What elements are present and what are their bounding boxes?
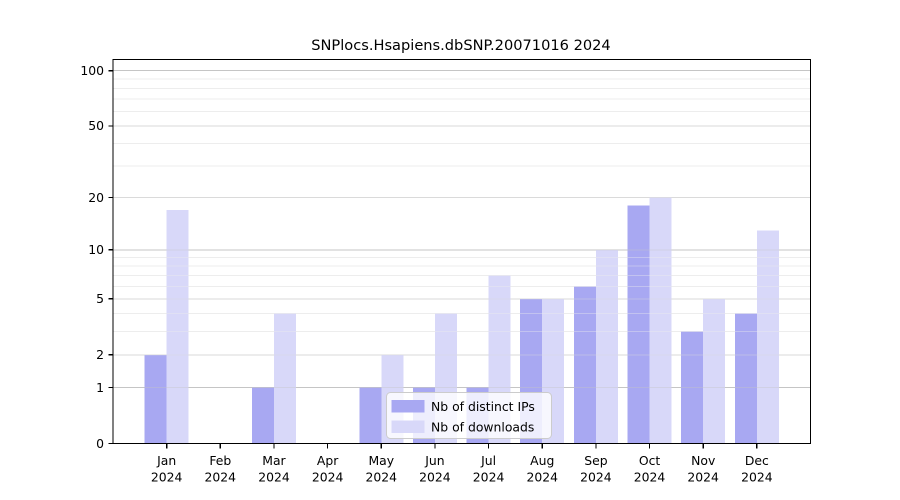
- xtick-label-month-jun: Jun: [424, 453, 444, 468]
- xtick-label-year-jul: 2024: [473, 470, 505, 485]
- xtick-label-month-sep: Sep: [584, 453, 607, 468]
- xtick-label-year-dec: 2024: [741, 470, 773, 485]
- xtick-label-month-apr: Apr: [317, 453, 339, 468]
- bar-ips-jan: [144, 354, 167, 444]
- plot-area-border: [112, 58, 812, 445]
- ytick-label-10: 10: [88, 242, 104, 257]
- legend-swatch-distinct-ips: [391, 400, 425, 413]
- xtick-label-month-aug: Aug: [530, 453, 554, 468]
- bar-ips-dec: [734, 313, 757, 444]
- bar-downloads-mar: [273, 313, 296, 444]
- xtick-label-year-apr: 2024: [312, 470, 344, 485]
- xtick-label-month-oct: Oct: [639, 453, 661, 468]
- xtick-label-month-jul: Jul: [480, 453, 496, 468]
- legend-label-downloads: Nb of downloads: [431, 420, 534, 435]
- ytick-label-20: 20: [88, 190, 104, 205]
- legend-swatch-downloads: [391, 420, 425, 433]
- ytick-label-100: 100: [80, 63, 104, 78]
- bar-ips-sep: [573, 286, 596, 444]
- xtick-label-month-mar: Mar: [262, 453, 286, 468]
- bar-ips-oct: [627, 205, 650, 444]
- xtick-label-month-jan: Jan: [156, 453, 176, 468]
- y-gridlines-overlay: [113, 70, 811, 389]
- xtick-label-year-oct: 2024: [634, 470, 666, 485]
- xtick-label-month-feb: Feb: [209, 453, 231, 468]
- ytick-label-50: 50: [88, 118, 104, 133]
- bar-ips-nov: [681, 331, 704, 444]
- chart-title: SNPlocs.Hsapiens.dbSNP.20071016 2024: [311, 37, 610, 54]
- bar-downloads-sep: [595, 249, 618, 444]
- ytick-label-2: 2: [96, 347, 104, 362]
- xtick-label-month-dec: Dec: [745, 453, 769, 468]
- bar-downloads-jan: [166, 210, 189, 444]
- bar-ips-may: [359, 387, 382, 444]
- bar-downloads-oct: [649, 197, 672, 444]
- xtick-label-year-feb: 2024: [205, 470, 237, 485]
- ytick-label-5: 5: [96, 291, 104, 306]
- xtick-label-year-aug: 2024: [526, 470, 558, 485]
- legend: Nb of distinct IPs Nb of downloads: [386, 392, 552, 439]
- bar-downloads-dec: [756, 230, 779, 444]
- ytick-label-0: 0: [96, 436, 104, 451]
- legend-box: [386, 392, 552, 439]
- xtick-label-year-may: 2024: [365, 470, 397, 485]
- xtick-label-month-may: May: [368, 453, 394, 468]
- xtick-label-year-mar: 2024: [258, 470, 290, 485]
- xtick-label-year-nov: 2024: [687, 470, 719, 485]
- ytick-label-1: 1: [96, 380, 104, 395]
- legend-label-distinct-ips: Nb of distinct IPs: [431, 399, 535, 414]
- xtick-label-month-nov: Nov: [691, 453, 715, 468]
- axes-layer: 0 1 2 5 10 20 50 100 Jan 2024 Feb 2024 Mar 2024 Apr 202…: [80, 58, 812, 485]
- xtick-label-year-jan: 2024: [151, 470, 183, 485]
- bar-downloads-nov: [703, 298, 726, 444]
- y-gridlines: [113, 70, 811, 389]
- xtick-label-year-jun: 2024: [419, 470, 451, 485]
- bar-ips-mar: [251, 387, 274, 444]
- xtick-label-year-sep: 2024: [580, 470, 612, 485]
